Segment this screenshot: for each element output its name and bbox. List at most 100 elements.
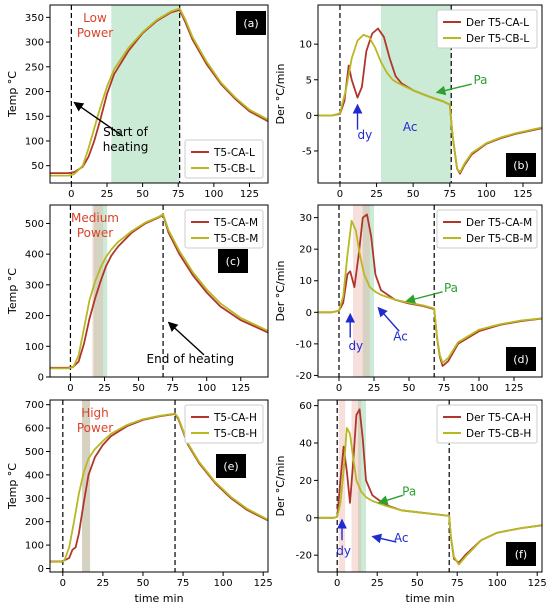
- annotation-text: Ac: [394, 531, 409, 545]
- annotation-text: End of heating: [147, 352, 235, 366]
- plot-frame: [49, 4, 269, 184]
- plot-area: [318, 5, 542, 183]
- series-line: [50, 7, 268, 177]
- x-tick-label: 50: [403, 383, 416, 394]
- annotation-text: Ac: [403, 120, 418, 134]
- legend-label: Der T5-CA-L: [466, 17, 529, 29]
- y-axis-label: Temp °C: [6, 71, 19, 118]
- y-tick-label: 700: [25, 400, 44, 411]
- x-tick-label: 125: [504, 383, 523, 394]
- y-tick-label: 30: [299, 213, 312, 224]
- legend: Der T5-CA-M Der T5-CB-M: [436, 209, 538, 249]
- annotation-text: heating: [103, 140, 149, 154]
- y-tick-label: 0: [38, 373, 44, 384]
- panel-f: 0 25 50 75 100 125 -20 0 20 40 60 Der °C/min time mi…: [274, 399, 547, 605]
- red-shade-region: [353, 205, 370, 377]
- panel-label: (a): [243, 17, 258, 30]
- x-tick-label: 100: [204, 189, 223, 200]
- x-tick-label: 50: [136, 189, 149, 200]
- shade-region: [362, 205, 374, 377]
- legend: T5-CA-M T5-CB-M: [184, 209, 264, 249]
- power-label: Power: [77, 226, 113, 240]
- x-tick-label: 75: [438, 383, 451, 394]
- x-tick-label: 0: [60, 578, 66, 589]
- y-axis-label: Temp °C: [6, 268, 19, 315]
- x-tick-label: 75: [451, 578, 464, 589]
- panel-b: 0 25 50 75 100 125 -5 0 5 10 Der °C/min dy Ac Pa Der T…: [274, 4, 543, 200]
- plot-frame: [317, 4, 543, 184]
- x-tick-label: 75: [172, 189, 185, 200]
- y-tick-label: 150: [25, 112, 44, 123]
- legend-label: Der T5-CB-H: [466, 428, 531, 440]
- plot-area: [50, 205, 268, 377]
- x-axis-label: time min: [134, 592, 183, 605]
- plot-frame: [317, 399, 543, 573]
- y-tick-label: 400: [25, 250, 44, 261]
- series-line: [50, 213, 268, 369]
- annotation-arrow: [377, 494, 404, 505]
- y-tick-label: 50: [31, 161, 44, 172]
- y-tick-label: 300: [25, 38, 44, 49]
- x-tick-label: 25: [370, 189, 383, 200]
- x-tick-label: 75: [177, 578, 190, 589]
- x-tick-label: 50: [132, 383, 145, 394]
- power-label: Power: [77, 421, 113, 435]
- x-tick-label: 0: [336, 383, 342, 394]
- panel-c: 0 25 50 75 100 125 0 100 200 300 400 500 Temp °C End …: [6, 204, 269, 394]
- y-tick-label: 200: [25, 311, 44, 322]
- x-tick-label: 125: [528, 578, 547, 589]
- annotation-text: Pa: [473, 73, 487, 87]
- annotation-arrow: [377, 306, 400, 332]
- panel-label-bg: [506, 542, 536, 566]
- x-tick-label: 75: [443, 189, 456, 200]
- plot-frame: [49, 399, 269, 573]
- panel-label-badge: (c): [218, 249, 248, 273]
- y-tick-label: 350: [25, 13, 44, 24]
- series-line: [318, 427, 542, 566]
- shade-region: [93, 205, 108, 377]
- y-tick-label: 20: [299, 245, 312, 256]
- y-tick-label: -5: [302, 146, 312, 157]
- series-line: [50, 213, 268, 370]
- legend-label: Der T5-CA-H: [466, 412, 531, 424]
- y-tick-label: 200: [25, 517, 44, 528]
- y-tick-label: 100: [25, 541, 44, 552]
- plot-area: [318, 205, 542, 377]
- annotation-arrow: [435, 83, 472, 96]
- legend: Der T5-CA-H Der T5-CB-H: [436, 404, 538, 444]
- legend-label: T5-CA-M: [213, 217, 258, 229]
- power-label: Power: [77, 26, 113, 40]
- x-tick-label: 25: [97, 578, 110, 589]
- y-tick-label: 300: [25, 280, 44, 291]
- y-axis-label: Der °C/min: [274, 456, 287, 517]
- x-tick-label: 25: [98, 383, 111, 394]
- y-tick-label: 10: [299, 40, 312, 51]
- x-tick-label: 125: [231, 383, 250, 394]
- annotation-text: dy: [336, 544, 351, 558]
- y-tick-label: 60: [299, 401, 312, 412]
- y-tick-label: 600: [25, 424, 44, 435]
- annotation-text: Ac: [393, 330, 408, 344]
- panel-label-bg: [506, 153, 536, 177]
- y-tick-label: 0: [306, 513, 312, 524]
- annotation-text: Pa: [444, 281, 458, 295]
- y-tick-label: 20: [299, 476, 312, 487]
- x-tick-label: 25: [101, 189, 114, 200]
- x-tick-label: 75: [166, 383, 179, 394]
- plot-area: [318, 400, 542, 572]
- y-tick-label: 10: [299, 276, 312, 287]
- panel-label: (b): [513, 159, 529, 172]
- y-tick-label: 40: [299, 439, 312, 450]
- x-tick-label: 50: [407, 189, 420, 200]
- legend-label: T5-CA-H: [213, 412, 257, 424]
- y-axis-label: Temp °C: [6, 463, 19, 510]
- panel-label-bg: [506, 347, 536, 371]
- x-tick-label: 25: [371, 578, 384, 589]
- panel-e: 0 25 50 75 100 125 0 100 200 300 400 500 600 700 Temp …: [6, 399, 273, 605]
- legend-label: T5-CB-H: [213, 428, 257, 440]
- red-shade-region: [351, 400, 362, 572]
- power-label: Medium: [71, 211, 119, 225]
- x-tick-label: 0: [337, 189, 343, 200]
- annotation-text: dy: [357, 128, 372, 142]
